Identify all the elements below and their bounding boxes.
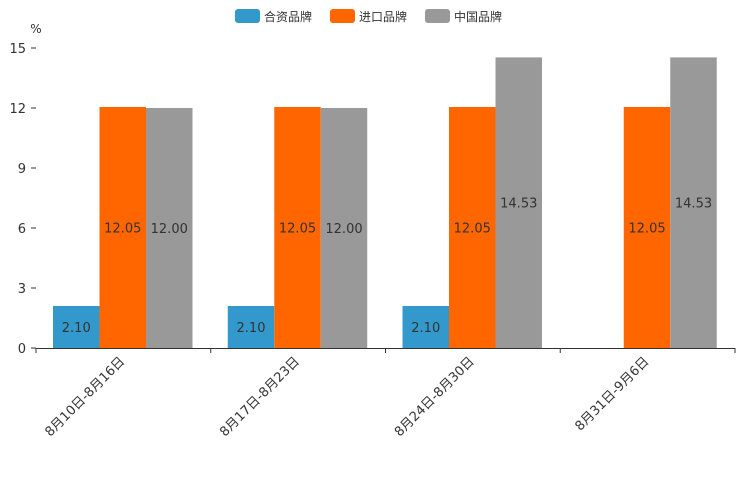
legend-swatch [425,9,450,23]
legend-label: 合资品牌 [264,9,312,24]
bars: 2.10 12.05 12.00 2.10 12.05 12.00 2.10 12.05 14.… [53,57,717,349]
y-axis-unit-label: % [30,22,41,36]
bar-value-label: 12.05 [104,222,141,237]
y-tick-label: 15 [9,42,26,57]
bar [53,306,100,348]
bar-value-label: 12.05 [279,222,316,237]
bar-value-label: 12.00 [325,222,362,237]
bar [146,108,193,348]
bar [402,306,449,348]
y-tick-label: 3 [18,282,26,297]
legend: 合资品牌 进口品牌 中国品牌 [235,9,502,24]
bar-value-label: 12.05 [454,222,491,237]
y-tick-label: 0 [18,342,26,357]
legend-swatch [330,9,355,23]
y-tick-label: 9 [18,162,26,177]
bar-value-label: 2.10 [237,321,266,336]
bar-value-label: 2.10 [62,321,91,336]
x-tick-label: 8月24日-8月30日 [392,354,478,440]
bar [320,108,368,348]
bar-value-label: 12.00 [151,222,188,237]
legend-label: 中国品牌 [454,9,502,24]
x-tick-label: 8月10日-8月16日 [42,354,128,440]
bar [99,107,146,348]
bar-value-label: 14.53 [675,197,712,212]
bar [274,107,321,348]
x-tick-label: 8月17日-8月23日 [217,354,303,440]
y-tick-label: 6 [18,222,26,237]
legend-label: 进口品牌 [359,10,407,24]
bar [227,306,275,348]
bar-value-label: 12.05 [628,222,665,237]
x-axis: 8月10日-8月16日 8月17日-8月23日 8月24日-8月30日 8月31日-9… [35,348,736,440]
bar [449,107,496,348]
bar-value-label: 2.10 [411,321,440,336]
bar [623,107,671,348]
legend-swatch [235,9,260,23]
x-tick-label: 8月31日-9月6日 [573,354,653,434]
y-axis: 0 3 6 9 12 15 [9,42,36,357]
bar [670,57,717,349]
bar [495,57,542,349]
bar-value-label: 14.53 [500,197,537,212]
y-tick-label: 12 [9,102,26,117]
